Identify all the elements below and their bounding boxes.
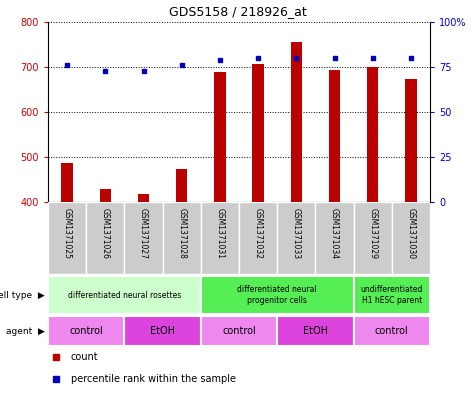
Bar — [367, 67, 379, 202]
Text: control: control — [69, 326, 103, 336]
Bar — [353, 316, 430, 346]
Bar — [405, 79, 417, 202]
Text: differentiated neural
progenitor cells: differentiated neural progenitor cells — [238, 285, 317, 305]
Text: cell type  ▶: cell type ▶ — [0, 290, 45, 299]
Bar — [201, 202, 239, 274]
Text: agent  ▶: agent ▶ — [6, 327, 45, 336]
Bar — [329, 70, 340, 202]
Bar — [100, 189, 111, 202]
Bar — [277, 316, 353, 346]
Text: differentiated neural rosettes: differentiated neural rosettes — [68, 290, 181, 299]
Text: GSM1371027: GSM1371027 — [139, 208, 148, 259]
Bar — [48, 202, 86, 274]
Text: GSM1371030: GSM1371030 — [407, 208, 416, 259]
Bar — [291, 42, 302, 202]
Text: GSM1371028: GSM1371028 — [177, 208, 186, 259]
Text: EtOH: EtOH — [303, 326, 328, 336]
Bar — [61, 163, 73, 202]
Bar — [48, 276, 201, 314]
Bar — [162, 202, 201, 274]
Bar — [124, 316, 201, 346]
Bar — [214, 72, 226, 202]
Text: GSM1371032: GSM1371032 — [254, 208, 263, 259]
Text: GSM1371026: GSM1371026 — [101, 208, 110, 259]
Bar — [239, 202, 277, 274]
Bar — [353, 276, 430, 314]
Bar — [201, 316, 277, 346]
Text: count: count — [71, 352, 98, 362]
Text: GSM1371029: GSM1371029 — [368, 208, 377, 259]
Bar — [138, 194, 149, 202]
Bar — [201, 276, 353, 314]
Text: GDS5158 / 218926_at: GDS5158 / 218926_at — [169, 5, 306, 18]
Bar — [392, 202, 430, 274]
Bar — [48, 316, 124, 346]
Text: control: control — [222, 326, 256, 336]
Text: GSM1371031: GSM1371031 — [215, 208, 224, 259]
Bar — [86, 202, 124, 274]
Bar — [252, 64, 264, 202]
Text: GSM1371034: GSM1371034 — [330, 208, 339, 259]
Text: percentile rank within the sample: percentile rank within the sample — [71, 374, 236, 384]
Bar — [176, 169, 188, 202]
Bar — [353, 202, 392, 274]
Text: GSM1371025: GSM1371025 — [63, 208, 72, 259]
Text: EtOH: EtOH — [150, 326, 175, 336]
Bar — [277, 202, 315, 274]
Bar — [315, 202, 353, 274]
Text: undifferentiated
H1 hESC parent: undifferentiated H1 hESC parent — [361, 285, 423, 305]
Text: control: control — [375, 326, 408, 336]
Bar — [124, 202, 162, 274]
Text: GSM1371033: GSM1371033 — [292, 208, 301, 259]
